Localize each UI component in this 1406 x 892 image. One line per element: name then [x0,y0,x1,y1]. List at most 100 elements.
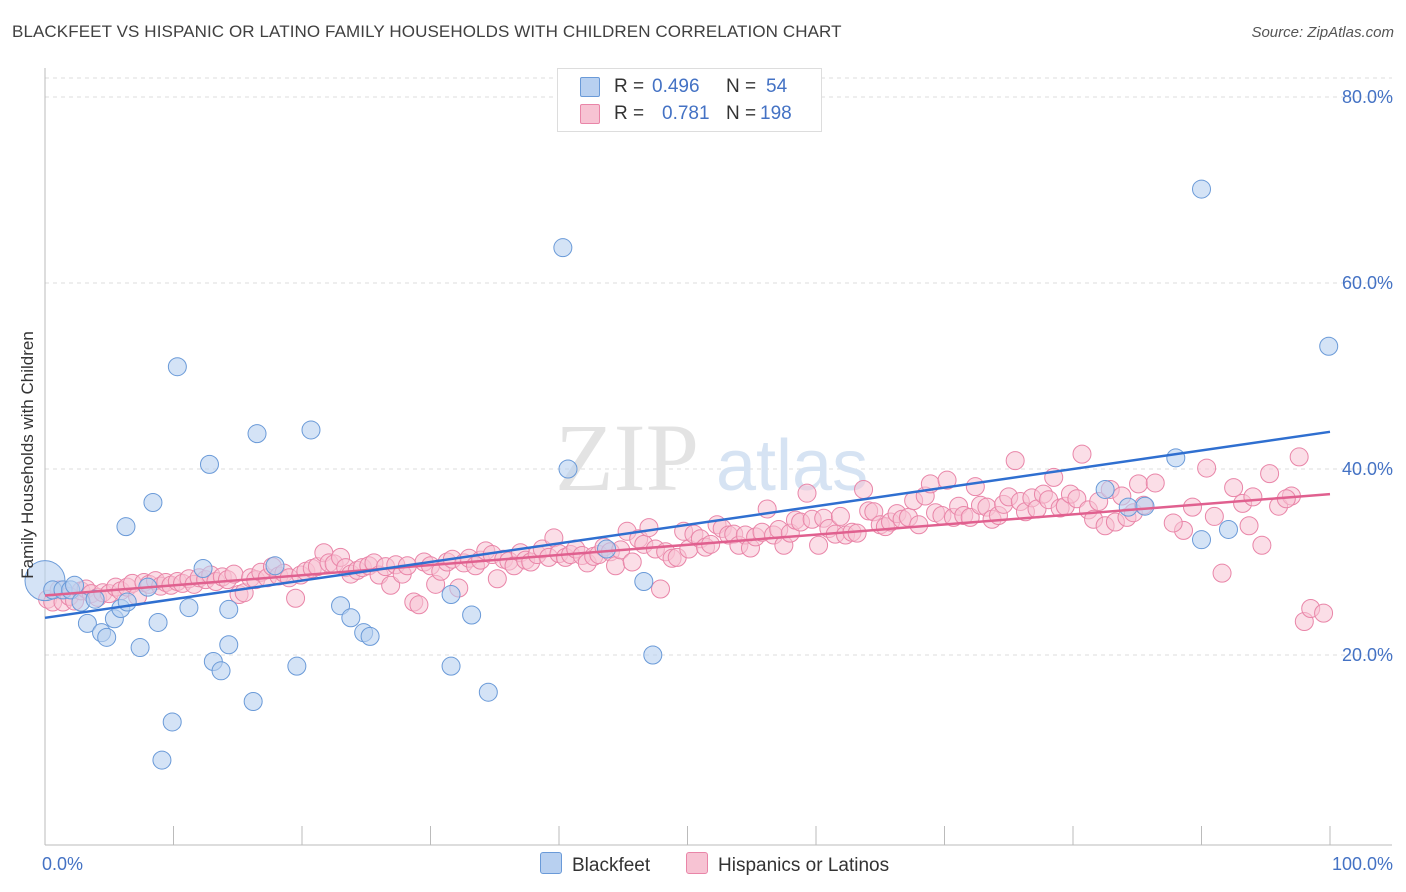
blackfeet-point [117,592,137,612]
hispanic-point [639,518,659,538]
hispanic-point [854,479,874,499]
blackfeet-point [243,692,263,711]
hispanic-point [487,569,507,589]
hispanic-point [1183,497,1203,517]
hispanic-point [286,588,306,608]
hispanic-point [1314,603,1334,623]
hispanic-point [809,535,829,555]
hispanic-point [1067,489,1087,509]
x-tick-label: 0.0% [42,854,83,874]
hispanic-point [965,477,985,497]
blackfeet-point [247,424,267,444]
legend-label-blackfeet: Blackfeet [572,855,651,876]
watermark-atlas: atlas [716,426,868,506]
hispanic-point [1129,474,1149,494]
hispanic-point [1204,506,1224,526]
blackfeet-point [152,750,172,770]
blackfeet-point [1095,479,1115,499]
r-value: 0.496 [652,76,700,97]
blackfeet-point [1192,530,1211,550]
blackfeet-point [1166,448,1186,468]
hispanic-point [1145,473,1165,493]
y-tick-label: 80.0% [1342,87,1393,107]
hispanic-point [1260,464,1280,484]
hispanic-swatch [580,104,600,124]
hispanic-point [1072,444,1092,464]
blackfeet-swatch [580,77,600,97]
blackfeet-point [462,605,482,625]
blackfeet-point [1218,519,1238,539]
source-label: Source: ZipAtlas.com [1251,24,1394,41]
blackfeet-point [199,454,219,474]
blackfeet-point [441,585,461,605]
r-value: 0.781 [662,103,710,124]
hispanic-point [1243,487,1263,507]
blackfeet-point [85,589,105,609]
y-axis-label: Family Households with Children [18,331,37,579]
blackfeet-trend-line [44,430,1331,620]
watermark-zip: ZIP [555,404,699,511]
blackfeet-point [360,626,380,646]
legend-item-blackfeet: Blackfeet [540,852,650,877]
hispanic-point [1163,513,1183,533]
blackfeet-point [97,627,117,647]
stats-legend: R = 0.496 N = 54 R = 0.781 N = 198 [557,68,822,132]
blackfeet-point [1192,179,1211,199]
r-label: R = [614,76,645,97]
y-tick-label: 20.0% [1342,645,1393,665]
blackfeet-point [179,598,199,618]
blackfeet-point [265,556,285,576]
hispanic-point [1224,478,1244,498]
y-tick-label: 60.0% [1342,273,1393,293]
hispanic-point [1252,535,1272,555]
blackfeet-point [558,459,578,479]
n-label: N = [726,103,757,124]
hispanic-point [797,483,817,503]
blackfeet-points [24,179,1339,770]
blackfeet-point [441,656,461,676]
blackfeet-legend-swatch [540,852,562,874]
blackfeet-point [597,539,617,559]
blackfeet-point [162,712,182,732]
blackfeet-point [478,682,498,702]
blackfeet-point [287,656,307,676]
chart-title: BLACKFEET VS HISPANIC OR LATINO FAMILY H… [12,22,842,41]
blackfeet-point [553,238,573,258]
blackfeet-point [634,572,654,592]
blackfeet-point [167,357,187,377]
n-value: 54 [766,76,788,97]
hispanic-trend-line [44,492,1331,597]
n-value: 198 [760,103,792,124]
blackfeet-point [643,645,663,665]
hispanic-point [606,556,626,576]
blackfeet-point [1118,497,1138,517]
legend-item-hispanic: Hispanics or Latinos [686,852,889,877]
blackfeet-point [130,638,150,658]
hispanic-point [622,552,642,572]
blackfeet-point [211,661,231,681]
blackfeet-point [193,559,213,579]
blackfeet-point [219,635,239,655]
hispanic-point [847,523,867,543]
hispanic-point [651,579,671,599]
hispanic-point [1197,458,1217,478]
hispanic-point [1289,447,1309,467]
trend-lines [44,430,1331,620]
hispanic-point [937,470,957,490]
blackfeet-point [148,612,168,632]
hispanic-legend-swatch [686,852,708,874]
hispanic-point [1005,451,1025,471]
n-label: N = [726,76,757,97]
hispanic-point [830,506,850,526]
hispanic-point [1239,516,1259,536]
blackfeet-point [77,613,97,633]
blackfeet-point [116,517,136,537]
y-tick-label: 40.0% [1342,459,1393,479]
blackfeet-point [219,599,239,619]
legend-label-hispanic: Hispanics or Latinos [718,855,890,876]
blackfeet-point [1135,496,1155,516]
hispanic-point [381,575,401,595]
blackfeet-point [143,492,163,512]
blackfeet-point [301,420,321,440]
hispanic-point [1212,563,1232,583]
